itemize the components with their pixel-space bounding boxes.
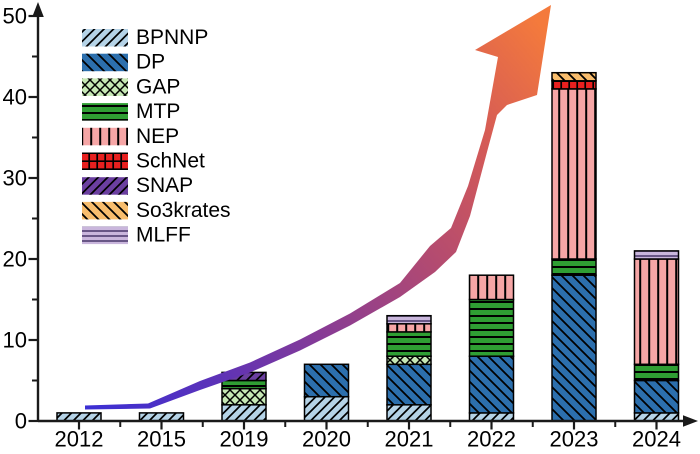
y-tick-label-50: 50 [3,4,27,29]
legend-swatch-pattern-So3krates [82,201,128,220]
bar-segment-outline-2024-MLFF [633,250,680,260]
legend-label-SchNet: SchNet [136,150,205,173]
bar-2020 [303,363,350,422]
y-tick-label-40: 40 [3,85,27,110]
bar-segment-pattern-2012-BPNNP [57,412,101,421]
legend-item-MTP: MTP [82,100,180,123]
bar-segment-pattern-2023-NEP [552,88,596,260]
x-tick-label-2012: 2012 [55,427,104,452]
bars-layer [56,71,680,422]
bar-segment-pattern-2022-MTP [469,299,514,357]
x-tick-label-2022: 2022 [467,427,516,452]
bar-2021 [386,314,432,422]
bar-segment-pattern-2022-BPNNP [469,412,514,421]
y-tick-label-20: 20 [3,247,27,272]
bar-segment-outline-2022-NEP [468,274,515,301]
legend-swatch-pattern-MTP [82,103,128,121]
legend-item-DP: DP [82,51,165,74]
bar-segment-pattern-2019-MTP [222,380,266,389]
legend-label-So3krates: So3krates [136,199,231,222]
bar-segment-outline-2021-MLFF [386,314,432,325]
bar-segment-pattern-2024-DP [634,380,679,413]
bar-segment-pattern-2021-BPNNP [387,404,431,421]
bar-2019 [221,371,267,422]
bar-segment-pattern-2022-NEP [469,275,514,300]
legend-label-DP: DP [136,51,165,74]
legend-label-SNAP: SNAP [136,174,193,197]
bar-2015 [138,412,185,422]
legend-swatch-pattern-MLFF [82,226,128,245]
legend-item-SchNet: SchNet [82,150,205,173]
bar-segment-pattern-2021-GAP [387,356,431,365]
legend-swatch-pattern-NEP [82,127,128,146]
legend-label-MTP: MTP [136,100,180,123]
legend-item-So3krates: So3krates [82,199,231,222]
bar-segment-pattern-2024-NEP [634,259,679,365]
legend-swatch-pattern-BPNNP [82,29,128,47]
bar-2012 [56,412,102,422]
bar-segment-pattern-2020-DP [304,364,349,397]
bar-segment-pattern-2023-So3krates [552,72,596,81]
legend-label-NEP: NEP [136,125,179,148]
bar-segment-pattern-2021-MLFF [387,315,431,324]
y-tick-label-0: 0 [15,409,27,434]
bar-2024 [633,250,680,422]
bar-segment-pattern-2019-SNAP [222,372,266,381]
x-axis-arrow-icon [683,415,698,427]
bar-segment-pattern-2015-BPNNP [139,412,184,421]
bar-segment-pattern-2020-BPNNP [304,396,349,421]
bar-segment-pattern-2023-SchNet [552,80,596,89]
x-tick-label-2023: 2023 [550,427,599,452]
trend-arrow-icon [85,5,551,410]
legend-label-MLFF: MLFF [136,224,191,247]
y-tick-label-10: 10 [3,328,27,353]
bar-segment-pattern-2024-MTP [634,364,679,381]
bar-segment-pattern-2024-MLFF [634,250,679,259]
axes: 0 10 20 30 40 50 2012 2015 2019 2020 2021 2022 2023 2… [3,2,698,452]
legend-item-SNAP: SNAP [82,174,193,197]
bar-2022 [468,274,515,422]
bar-segment-outline-2020-DP [303,363,350,398]
x-tick-label-2019: 2019 [220,427,269,452]
bar-segment-pattern-2023-MTP [552,259,596,276]
bar-segment-pattern-2021-DP [387,364,431,405]
legend-item-NEP: NEP [82,125,179,148]
y-tick-label-30: 30 [3,166,27,191]
x-tick-label-2021: 2021 [385,427,434,452]
bar-segment-outline-2023-So3krates [551,71,597,82]
bar-segment-pattern-2023-DP [552,275,596,421]
bar-segment-pattern-2021-NEP [387,323,431,332]
bar-segment-pattern-2022-DP [469,356,514,413]
bar-segment-pattern-2024-BPNNP [634,412,679,421]
legend-swatch-pattern-SNAP [82,177,128,195]
legend-swatch-pattern-DP [82,53,128,72]
bar-segment-pattern-2021-MTP [387,331,431,357]
legend-label-GAP: GAP [136,75,180,98]
y-axis-arrow-icon [32,2,44,17]
x-tick-label-2020: 2020 [302,427,351,452]
legend-item-GAP: GAP [82,75,180,98]
bar-segment-pattern-2019-BPNNP [222,404,266,421]
legend-item-MLFF: MLFF [82,224,191,247]
legend-swatch-pattern-GAP [82,78,128,96]
x-tick-label-2024: 2024 [632,427,681,452]
legend-swatch-pattern-SchNet [82,152,128,170]
bar-2023 [551,71,597,422]
legend-item-BPNNP: BPNNP [82,26,208,49]
bar-segment-pattern-2019-GAP [222,388,266,405]
x-tick-label-2015: 2015 [137,427,186,452]
legend-label-BPNNP: BPNNP [136,26,208,49]
